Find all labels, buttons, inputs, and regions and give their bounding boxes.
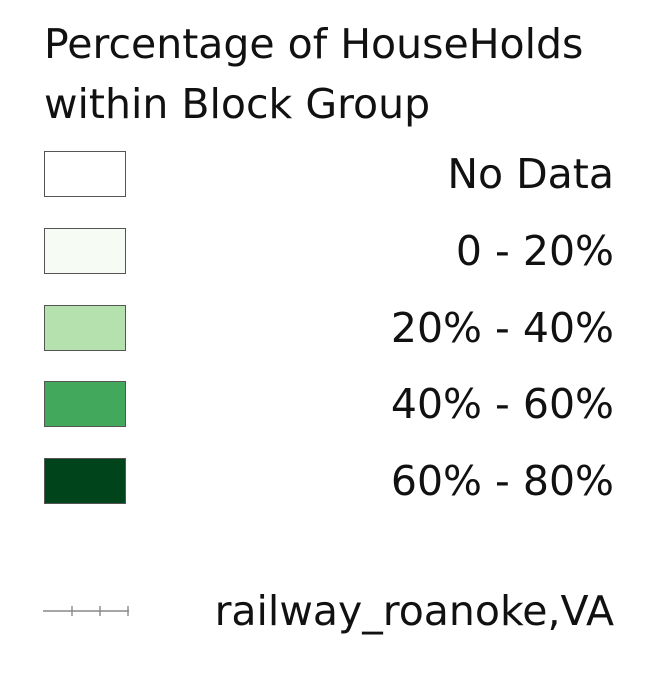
legend-item-0-20: 0 - 20% [0,227,654,288]
legend-label-0-20: 0 - 20% [455,227,614,275]
railway-line-icon [43,606,129,616]
legend-item-40-60: 40% - 60% [0,380,654,441]
legend-label-60-80: 60% - 80% [390,457,614,505]
legend-swatch-20-40 [44,305,126,351]
legend-label-20-40: 20% - 40% [390,304,614,352]
legend-item-20-40: 20% - 40% [0,304,654,365]
legend-title-line-2: within Block Group [44,80,431,128]
legend-swatch-no-data [44,151,126,197]
legend-item-railway: railway_roanoke,VA [0,582,654,642]
legend-label-railway: railway_roanoke,VA [214,587,614,635]
legend-label-40-60: 40% - 60% [390,380,614,428]
legend-label-no-data: No Data [447,150,614,198]
legend-item-no-data: No Data [0,150,654,211]
legend-item-60-80: 60% - 80% [0,457,654,518]
legend-swatch-60-80 [44,458,126,504]
legend-swatch-40-60 [44,381,126,427]
legend-swatch-0-20 [44,228,126,274]
legend-title-line-1: Percentage of HouseHolds [44,20,584,68]
